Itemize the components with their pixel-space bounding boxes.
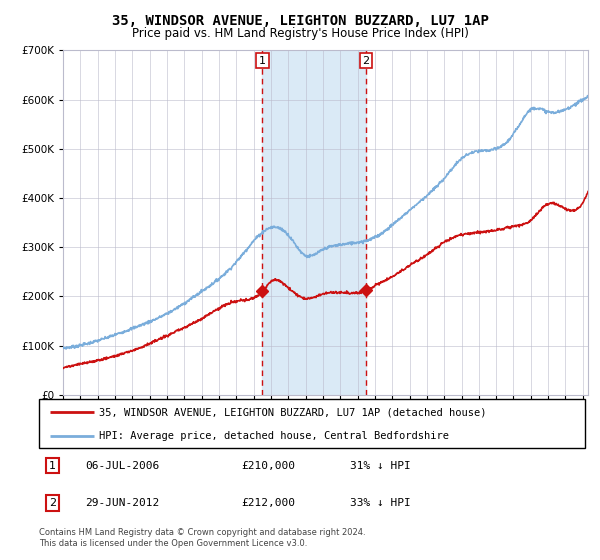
Text: 1: 1 xyxy=(49,460,56,470)
Text: This data is licensed under the Open Government Licence v3.0.: This data is licensed under the Open Gov… xyxy=(39,539,307,548)
Text: HPI: Average price, detached house, Central Bedfordshire: HPI: Average price, detached house, Cent… xyxy=(99,431,449,441)
Text: 33% ↓ HPI: 33% ↓ HPI xyxy=(350,498,411,508)
Bar xyxy=(262,50,366,395)
Text: 2: 2 xyxy=(49,498,56,508)
FancyBboxPatch shape xyxy=(39,399,585,448)
Text: 29-JUN-2012: 29-JUN-2012 xyxy=(85,498,160,508)
Text: 06-JUL-2006: 06-JUL-2006 xyxy=(85,460,160,470)
Text: 31% ↓ HPI: 31% ↓ HPI xyxy=(350,460,411,470)
Text: 2: 2 xyxy=(362,55,370,66)
Text: 1: 1 xyxy=(259,55,266,66)
Text: £210,000: £210,000 xyxy=(241,460,295,470)
Text: £212,000: £212,000 xyxy=(241,498,295,508)
Text: 35, WINDSOR AVENUE, LEIGHTON BUZZARD, LU7 1AP (detached house): 35, WINDSOR AVENUE, LEIGHTON BUZZARD, LU… xyxy=(99,407,487,417)
Text: Price paid vs. HM Land Registry's House Price Index (HPI): Price paid vs. HM Land Registry's House … xyxy=(131,27,469,40)
Text: 35, WINDSOR AVENUE, LEIGHTON BUZZARD, LU7 1AP: 35, WINDSOR AVENUE, LEIGHTON BUZZARD, LU… xyxy=(112,14,488,28)
Text: Contains HM Land Registry data © Crown copyright and database right 2024.: Contains HM Land Registry data © Crown c… xyxy=(39,528,365,536)
